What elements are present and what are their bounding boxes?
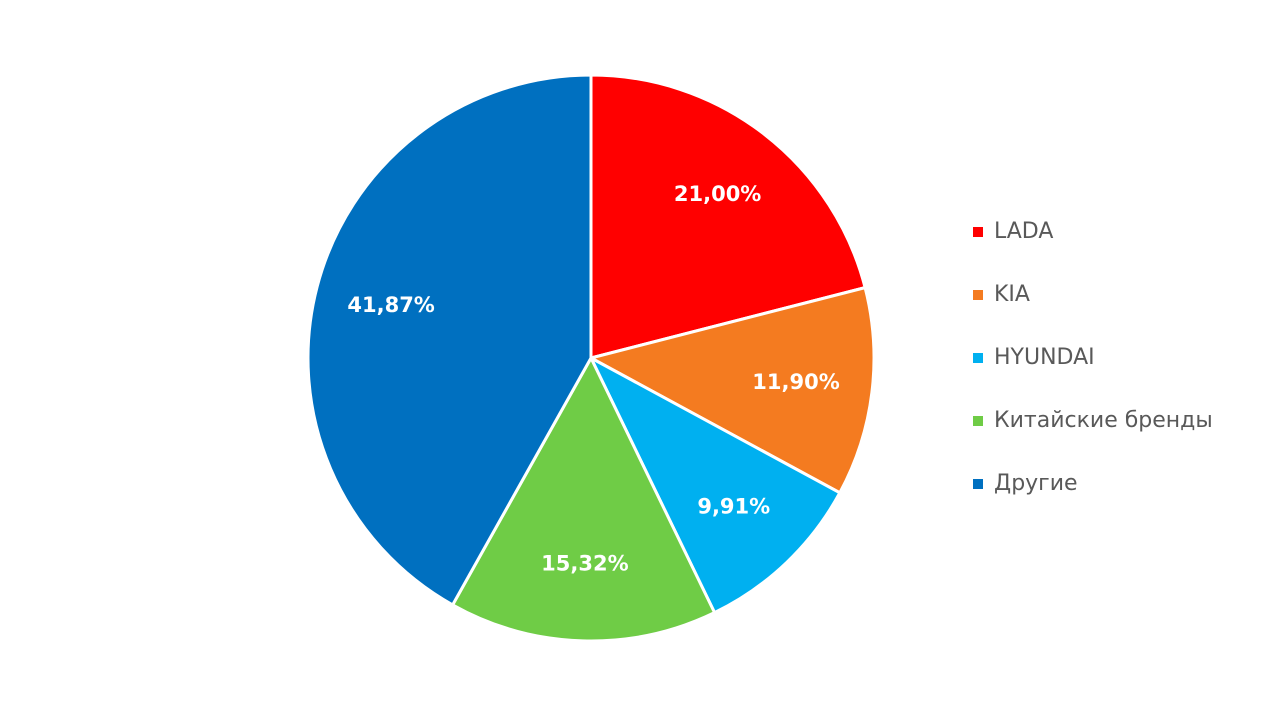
value-label: 9,91% bbox=[697, 494, 770, 518]
value-label: 15,32% bbox=[541, 551, 628, 575]
value-label: 41,87% bbox=[347, 293, 434, 317]
value-label: 21,00% bbox=[674, 182, 761, 206]
legend-swatch bbox=[973, 227, 983, 237]
legend-label: HYUNDAI bbox=[994, 345, 1095, 370]
legend-swatch bbox=[973, 416, 983, 426]
legend-swatch bbox=[973, 479, 983, 489]
legend-label: LADA bbox=[994, 219, 1053, 244]
legend-label: Другие bbox=[994, 471, 1078, 496]
pie-slice bbox=[450, 354, 717, 643]
pie-slice bbox=[306, 73, 593, 607]
pie-slice bbox=[587, 354, 842, 615]
value-label: 11,90% bbox=[752, 370, 839, 394]
legend-label: Китайские бренды bbox=[994, 408, 1213, 433]
legend-swatch bbox=[973, 290, 983, 300]
pie-slice bbox=[586, 285, 876, 495]
pie-slice bbox=[589, 73, 867, 360]
legend-label: KIA bbox=[994, 282, 1030, 307]
legend-swatch bbox=[973, 353, 983, 363]
